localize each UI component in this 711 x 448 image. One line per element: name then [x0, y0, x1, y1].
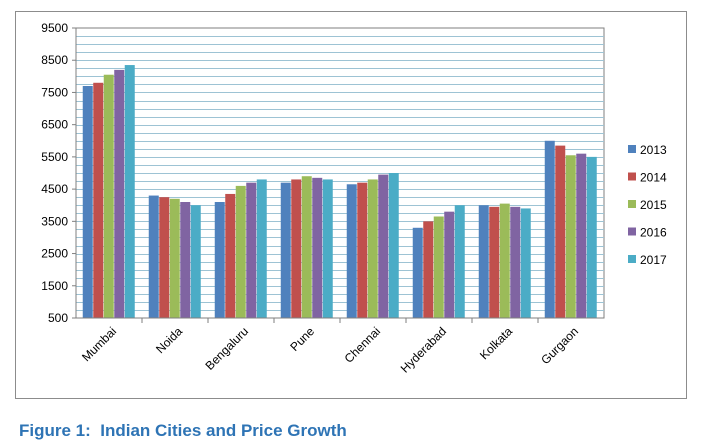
legend-label-2017: 2017: [640, 253, 667, 267]
y-tick-label: 3500: [41, 214, 68, 228]
bar-pune-2015: [301, 176, 312, 318]
bar-mumbai-2015: [103, 74, 114, 318]
figure-caption: Figure 1: Indian Cities and Price Growth: [19, 421, 347, 440]
legend-label-2014: 2014: [640, 171, 667, 185]
bar-pune-2013: [280, 182, 291, 318]
bar-mumbai-2017: [124, 65, 135, 318]
legend-label-2013: 2013: [640, 143, 667, 157]
bar-chart: 500 1500 2500 3500 4500 5500 6500 7500 8500 9500 M…: [41, 21, 667, 376]
bar-gurgaon-2013: [544, 140, 555, 318]
bar-chennai-2016: [378, 174, 389, 318]
bar-noida-2014: [159, 197, 170, 318]
bar-noida-2017: [190, 205, 201, 318]
bar-noida-2013: [148, 195, 159, 318]
bar-chennai-2015: [367, 179, 378, 318]
y-tick-label: 9500: [41, 21, 68, 35]
bar-kolkata-2017: [520, 208, 531, 318]
bar-mumbai-2013: [82, 86, 93, 318]
bar-hyderabad-2014: [423, 221, 434, 318]
legend-label-2016: 2016: [640, 226, 667, 240]
x-tick-label: Chennai: [342, 324, 384, 366]
legend: 2013 2014 2015 2016 2017: [628, 143, 667, 267]
bar-pune-2016: [312, 177, 323, 318]
bar-pune-2017: [322, 179, 333, 318]
bar-noida-2016: [180, 202, 191, 318]
bar-chennai-2013: [346, 184, 357, 318]
y-tick-label: 6500: [41, 118, 68, 132]
y-tick-label: 4500: [41, 182, 68, 196]
bar-hyderabad-2017: [454, 205, 465, 318]
bar-kolkata-2013: [478, 205, 489, 318]
bar-bengaluru-2015: [235, 185, 246, 318]
x-tick-label: Noida: [153, 324, 185, 356]
x-tick-label: Kolkata: [477, 324, 515, 362]
y-tick-label: 500: [48, 311, 68, 325]
bar-kolkata-2015: [499, 203, 510, 318]
y-tick-label: 7500: [41, 85, 68, 99]
y-tick-label: 2500: [41, 247, 68, 261]
bars: [82, 65, 597, 319]
bar-bengaluru-2017: [256, 179, 267, 318]
bar-kolkata-2014: [489, 206, 500, 318]
legend-swatch-2016: [628, 227, 636, 236]
x-tick-label: Pune: [287, 324, 317, 354]
bar-mumbai-2014: [93, 82, 104, 319]
bar-noida-2015: [169, 198, 180, 318]
legend-swatch-2015: [628, 200, 636, 208]
legend-swatch-2017: [628, 255, 636, 263]
y-tick-label: 8500: [41, 53, 68, 67]
bar-hyderabad-2013: [412, 227, 423, 318]
bar-gurgaon-2017: [586, 156, 597, 318]
bar-chennai-2017: [388, 173, 399, 318]
legend-swatch-2013: [628, 145, 636, 153]
bar-gurgaon-2015: [565, 155, 576, 318]
y-tick-label: 1500: [41, 279, 68, 293]
bar-bengaluru-2013: [214, 202, 225, 318]
bar-kolkata-2016: [510, 206, 521, 318]
y-tick-label: 5500: [41, 150, 68, 164]
bar-mumbai-2016: [114, 69, 125, 318]
x-tick-label: Mumbai: [79, 324, 119, 364]
bar-chennai-2014: [357, 182, 368, 318]
legend-label-2015: 2015: [640, 198, 667, 212]
chart-frame: 500 1500 2500 3500 4500 5500 6500 7500 8500 9500 M…: [15, 11, 687, 399]
x-tick-label: Gurgaon: [538, 324, 581, 367]
bar-hyderabad-2016: [444, 211, 455, 318]
bar-hyderabad-2015: [433, 216, 444, 318]
legend-swatch-2014: [628, 172, 636, 181]
bar-gurgaon-2016: [576, 153, 587, 318]
x-tick-label: Hyderabad: [398, 324, 449, 375]
bar-bengaluru-2016: [246, 182, 257, 318]
bar-pune-2014: [291, 179, 302, 318]
bar-bengaluru-2014: [225, 193, 236, 318]
bar-gurgaon-2014: [555, 145, 566, 318]
x-tick-label: Bengaluru: [203, 324, 252, 373]
